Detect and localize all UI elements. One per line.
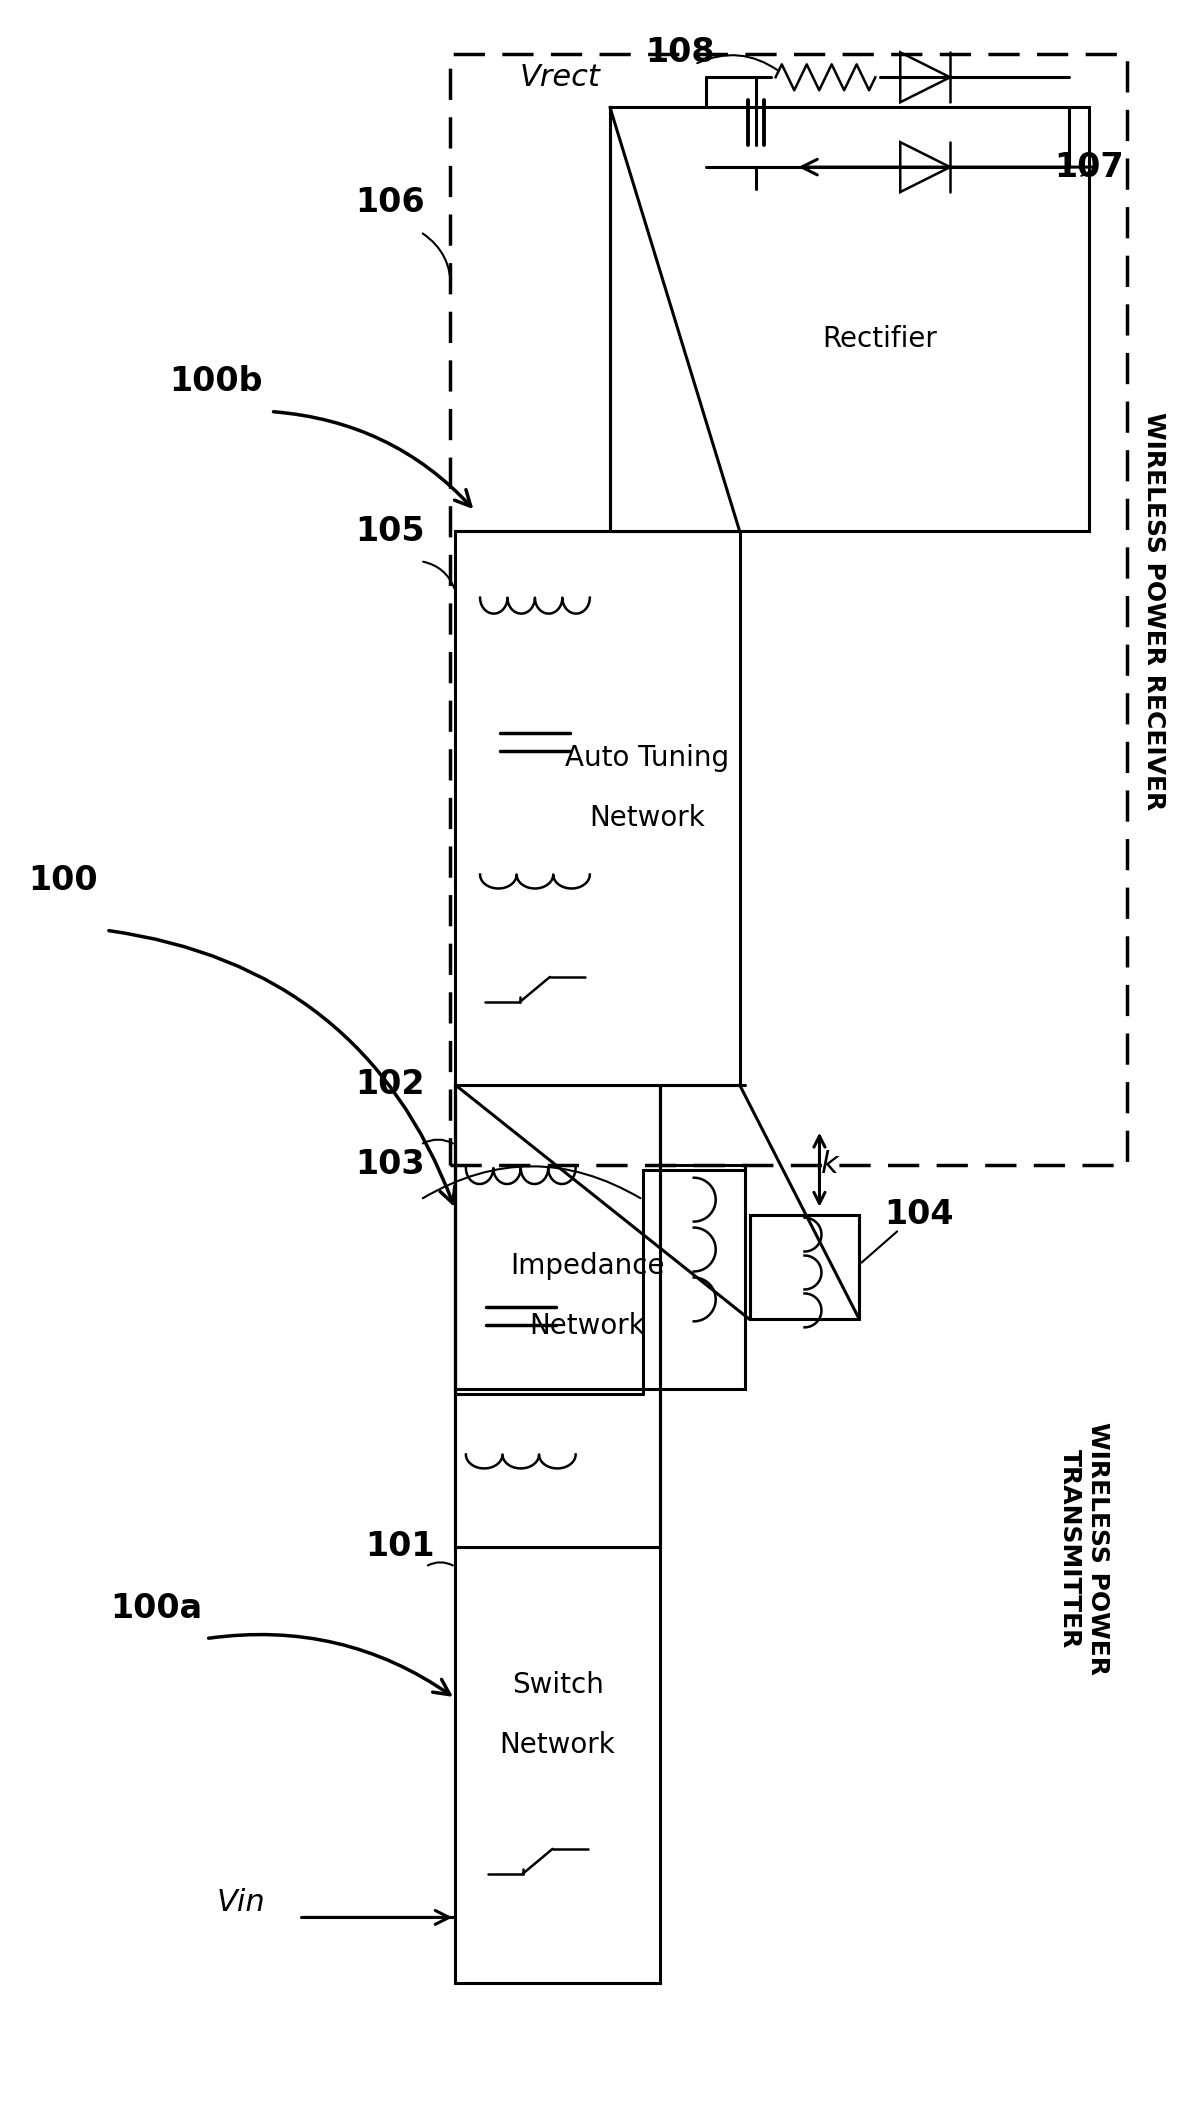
- Bar: [451, 55, 1127, 1165]
- Text: WIRELESS POWER RECEIVER: WIRELESS POWER RECEIVER: [1142, 413, 1166, 811]
- Text: Network: Network: [499, 1731, 616, 1759]
- Text: 103: 103: [355, 1148, 425, 1181]
- Bar: [643, 1169, 745, 1390]
- Text: Impedance: Impedance: [510, 1251, 664, 1280]
- Text: Network: Network: [590, 804, 706, 832]
- Text: 101: 101: [366, 1531, 435, 1563]
- Text: 106: 106: [355, 185, 425, 219]
- Text: Switch: Switch: [512, 1670, 603, 1700]
- Text: 107: 107: [1054, 152, 1123, 183]
- Text: 102: 102: [355, 1068, 425, 1101]
- Text: 100: 100: [28, 863, 98, 897]
- Bar: [455, 1085, 660, 1546]
- Text: 108: 108: [645, 36, 715, 69]
- Bar: [749, 1215, 859, 1318]
- Text: 105: 105: [355, 514, 425, 548]
- Text: WIRELESS POWER
TRANSMITTER: WIRELESS POWER TRANSMITTER: [1058, 1422, 1109, 1676]
- Text: Vin: Vin: [216, 1887, 266, 1916]
- Bar: [455, 531, 740, 1085]
- Bar: [455, 1546, 660, 1984]
- Text: 100b: 100b: [169, 364, 263, 398]
- Bar: [610, 107, 1089, 531]
- Text: Auto Tuning: Auto Tuning: [565, 743, 729, 773]
- Text: Vrect: Vrect: [519, 63, 601, 93]
- Text: 100a: 100a: [110, 1592, 202, 1626]
- Text: k: k: [820, 1150, 838, 1179]
- Text: Rectifier: Rectifier: [822, 324, 937, 354]
- Text: Network: Network: [530, 1312, 645, 1339]
- Text: 104: 104: [885, 1198, 953, 1232]
